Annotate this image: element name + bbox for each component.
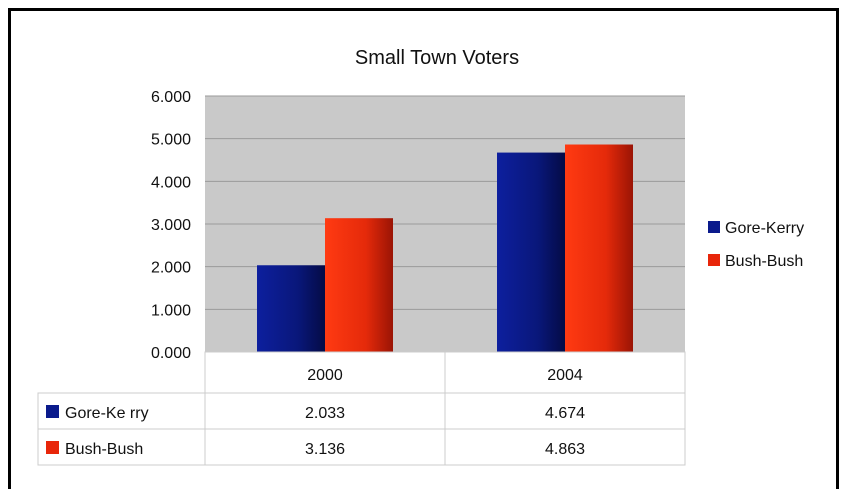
y-tick-label: 3.000 (151, 217, 191, 234)
table-cell-bush-bush-2004: 4.863 (545, 441, 585, 458)
data-table (37, 351, 686, 466)
legend: Gore-Kerry Bush-Bush (708, 220, 804, 270)
table-header-2004: 2004 (547, 367, 583, 384)
y-tick-label: 2.000 (151, 260, 191, 277)
table-swatch-bush-bush (46, 441, 59, 454)
table-cell-gore-kerry-2000: 2.033 (305, 405, 345, 422)
legend-swatch-gore-kerry (708, 221, 720, 233)
y-tick-label: 5.000 (151, 132, 191, 149)
table-label-bush-bush: Bush-Bush (65, 441, 143, 458)
table-cell-bush-bush-2000: 3.136 (305, 441, 345, 458)
bar-gore-kerry-2000 (257, 265, 325, 352)
legend-label-bush-bush: Bush-Bush (725, 253, 803, 270)
y-tick-label: 0.000 (151, 345, 191, 362)
bar-bush-bush-2004 (565, 144, 633, 352)
chart-frame (8, 8, 839, 489)
legend-label-gore-kerry: Gore-Kerry (725, 220, 804, 237)
table-label-gore-kerry: Gore-Ke rry (65, 405, 149, 422)
y-axis-ticks: 0.000 1.000 2.000 3.000 4.000 5.000 6.000 (151, 89, 191, 362)
bar-bush-bush-2000 (325, 218, 393, 352)
y-tick-label: 6.000 (151, 89, 191, 106)
bars (257, 144, 633, 352)
table-header-2000: 2000 (307, 367, 343, 384)
y-tick-label: 1.000 (151, 302, 191, 319)
bar-gore-kerry-2004 (497, 152, 565, 352)
legend-swatch-bush-bush (708, 254, 720, 266)
y-tick-label: 4.000 (151, 174, 191, 191)
chart-title: Small Town Voters (355, 47, 519, 69)
table-cell-gore-kerry-2004: 4.674 (545, 405, 585, 422)
table-swatch-gore-kerry (46, 405, 59, 418)
